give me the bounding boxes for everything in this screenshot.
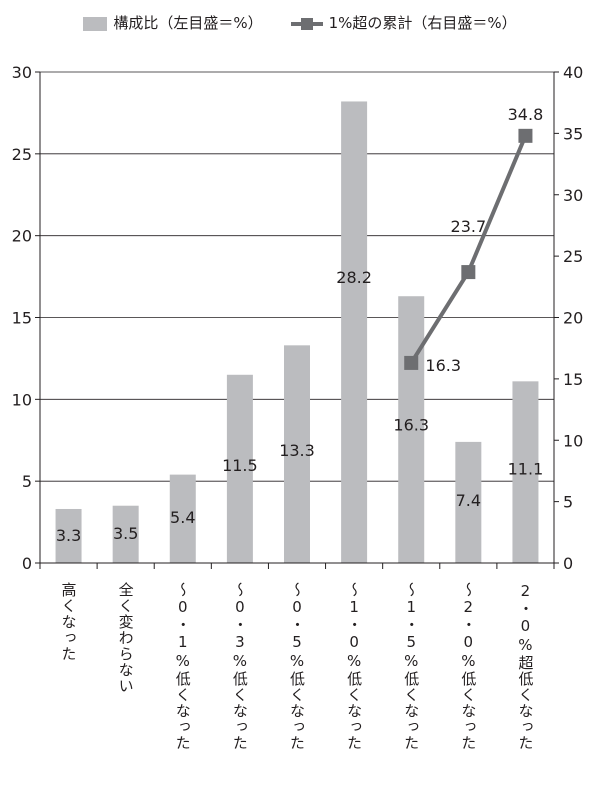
- line-value-label: 34.8: [508, 105, 544, 124]
- x-tick-label: ～0・3%低くなった: [230, 582, 249, 751]
- x-tick-label: 高くなった: [59, 582, 78, 662]
- line-marker: [518, 128, 533, 143]
- left-tick-label: 20: [12, 227, 32, 246]
- line-value-label: 23.7: [451, 217, 487, 236]
- right-tick-label: 30: [563, 186, 583, 205]
- left-tick-label: 15: [12, 309, 32, 328]
- bar: [341, 101, 368, 564]
- right-tick-label: 40: [563, 63, 583, 82]
- bar: [226, 374, 253, 563]
- bar-value-label: 3.3: [56, 526, 81, 545]
- bar-value-label: 16.3: [393, 415, 429, 434]
- bar-value-label: 5.4: [170, 508, 195, 527]
- right-tick-label: 0: [563, 554, 573, 573]
- left-tick-label: 25: [12, 145, 32, 164]
- bar: [284, 345, 310, 563]
- bar-value-label: 7.4: [456, 491, 481, 510]
- bar: [169, 474, 196, 563]
- x-tick-label: ～0・1%低くなった: [173, 582, 192, 751]
- line-value-label: 16.3: [425, 356, 461, 375]
- line-marker: [404, 355, 419, 370]
- bar-value-label: 13.3: [279, 441, 315, 460]
- left-tick-label: 10: [12, 390, 32, 409]
- bar-value-label: 3.5: [113, 524, 138, 543]
- bar: [398, 296, 425, 563]
- bar: [455, 441, 482, 563]
- x-tick-label: ～1・5%低くなった: [402, 582, 421, 751]
- right-tick-label: 20: [563, 309, 583, 328]
- bar-value-label: 28.2: [336, 268, 372, 287]
- bar-value-label: 11.1: [508, 460, 544, 479]
- line-marker: [461, 265, 476, 280]
- x-tick-label: ～1・0%低くなった: [345, 582, 364, 751]
- bar: [112, 505, 139, 563]
- legend-item-line: 1%超の累計（右目盛＝%）: [271, 12, 517, 33]
- bar: [512, 381, 539, 563]
- line-swatch: [290, 17, 323, 31]
- legend: 構成比（左目盛＝%） 1%超の累計（右目盛＝%）: [0, 12, 600, 33]
- x-tick-label: ～2・0%低くなった: [459, 582, 478, 751]
- bar: [55, 508, 82, 563]
- right-tick-label: 35: [563, 124, 583, 143]
- x-tick-label: ～0・5%低くなった: [288, 582, 306, 751]
- legend-item-bar: 構成比（左目盛＝%）: [83, 12, 263, 33]
- left-tick-label: 0: [22, 554, 32, 573]
- right-tick-label: 25: [563, 247, 583, 266]
- x-tick-label: 全く変わらない: [116, 582, 135, 694]
- x-tick-label: 2・0%超低くなった: [516, 582, 535, 751]
- left-tick-label: 30: [12, 63, 32, 82]
- bar-value-label: 11.5: [222, 456, 258, 475]
- left-tick-label: 5: [22, 472, 32, 491]
- cumulative-line: [409, 135, 528, 364]
- right-tick-label: 10: [563, 431, 583, 450]
- right-tick-label: 5: [563, 493, 573, 512]
- right-tick-label: 15: [563, 370, 583, 389]
- bar-swatch: [83, 16, 108, 31]
